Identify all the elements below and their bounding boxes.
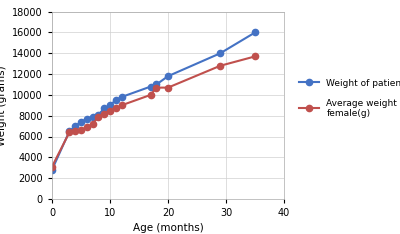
Weight of patient(g) [148,85,153,88]
Weight of patient(g) [102,107,106,110]
Average weight of
female(g) [166,86,170,89]
Weight of patient(g) [119,95,124,98]
Weight of patient(g) [218,52,223,55]
Average weight of
female(g) [96,115,101,118]
Weight of patient(g) [67,130,72,133]
Weight of patient(g) [154,83,159,86]
Average weight of
female(g) [78,129,84,132]
Weight of patient(g) [84,117,89,120]
Average weight of
female(g) [253,55,258,58]
Average weight of
female(g) [119,104,124,107]
Weight of patient(g) [50,168,54,171]
Average weight of
female(g) [67,131,72,134]
Average weight of
female(g) [84,126,89,128]
Average weight of
female(g) [50,165,54,168]
Average weight of
female(g) [73,130,78,133]
Average weight of
female(g) [218,64,223,67]
Average weight of
female(g) [102,112,106,115]
Weight of patient(g) [108,104,112,107]
X-axis label: Age (months): Age (months) [133,223,203,234]
Legend: Weight of patient(g), Average weight of
female(g): Weight of patient(g), Average weight of … [296,76,400,121]
Y-axis label: Weight (grams): Weight (grams) [0,65,7,146]
Average weight of
female(g) [108,109,112,112]
Average weight of
female(g) [148,94,153,96]
Average weight of
female(g) [154,86,159,89]
Weight of patient(g) [253,31,258,34]
Line: Average weight of
female(g): Average weight of female(g) [49,53,258,170]
Weight of patient(g) [73,125,78,128]
Weight of patient(g) [96,113,101,116]
Average weight of
female(g) [90,123,95,125]
Weight of patient(g) [114,99,118,102]
Line: Weight of patient(g): Weight of patient(g) [49,29,258,173]
Weight of patient(g) [78,121,84,123]
Weight of patient(g) [166,75,170,78]
Weight of patient(g) [90,115,95,118]
Average weight of
female(g) [114,107,118,110]
